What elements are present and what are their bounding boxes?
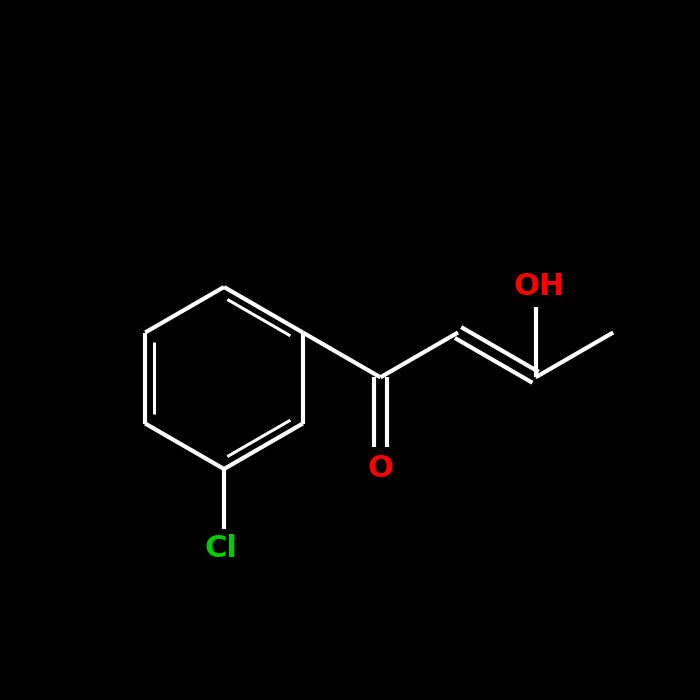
Text: OH: OH bbox=[514, 272, 565, 301]
Text: Cl: Cl bbox=[204, 533, 237, 563]
Text: O: O bbox=[368, 454, 393, 483]
